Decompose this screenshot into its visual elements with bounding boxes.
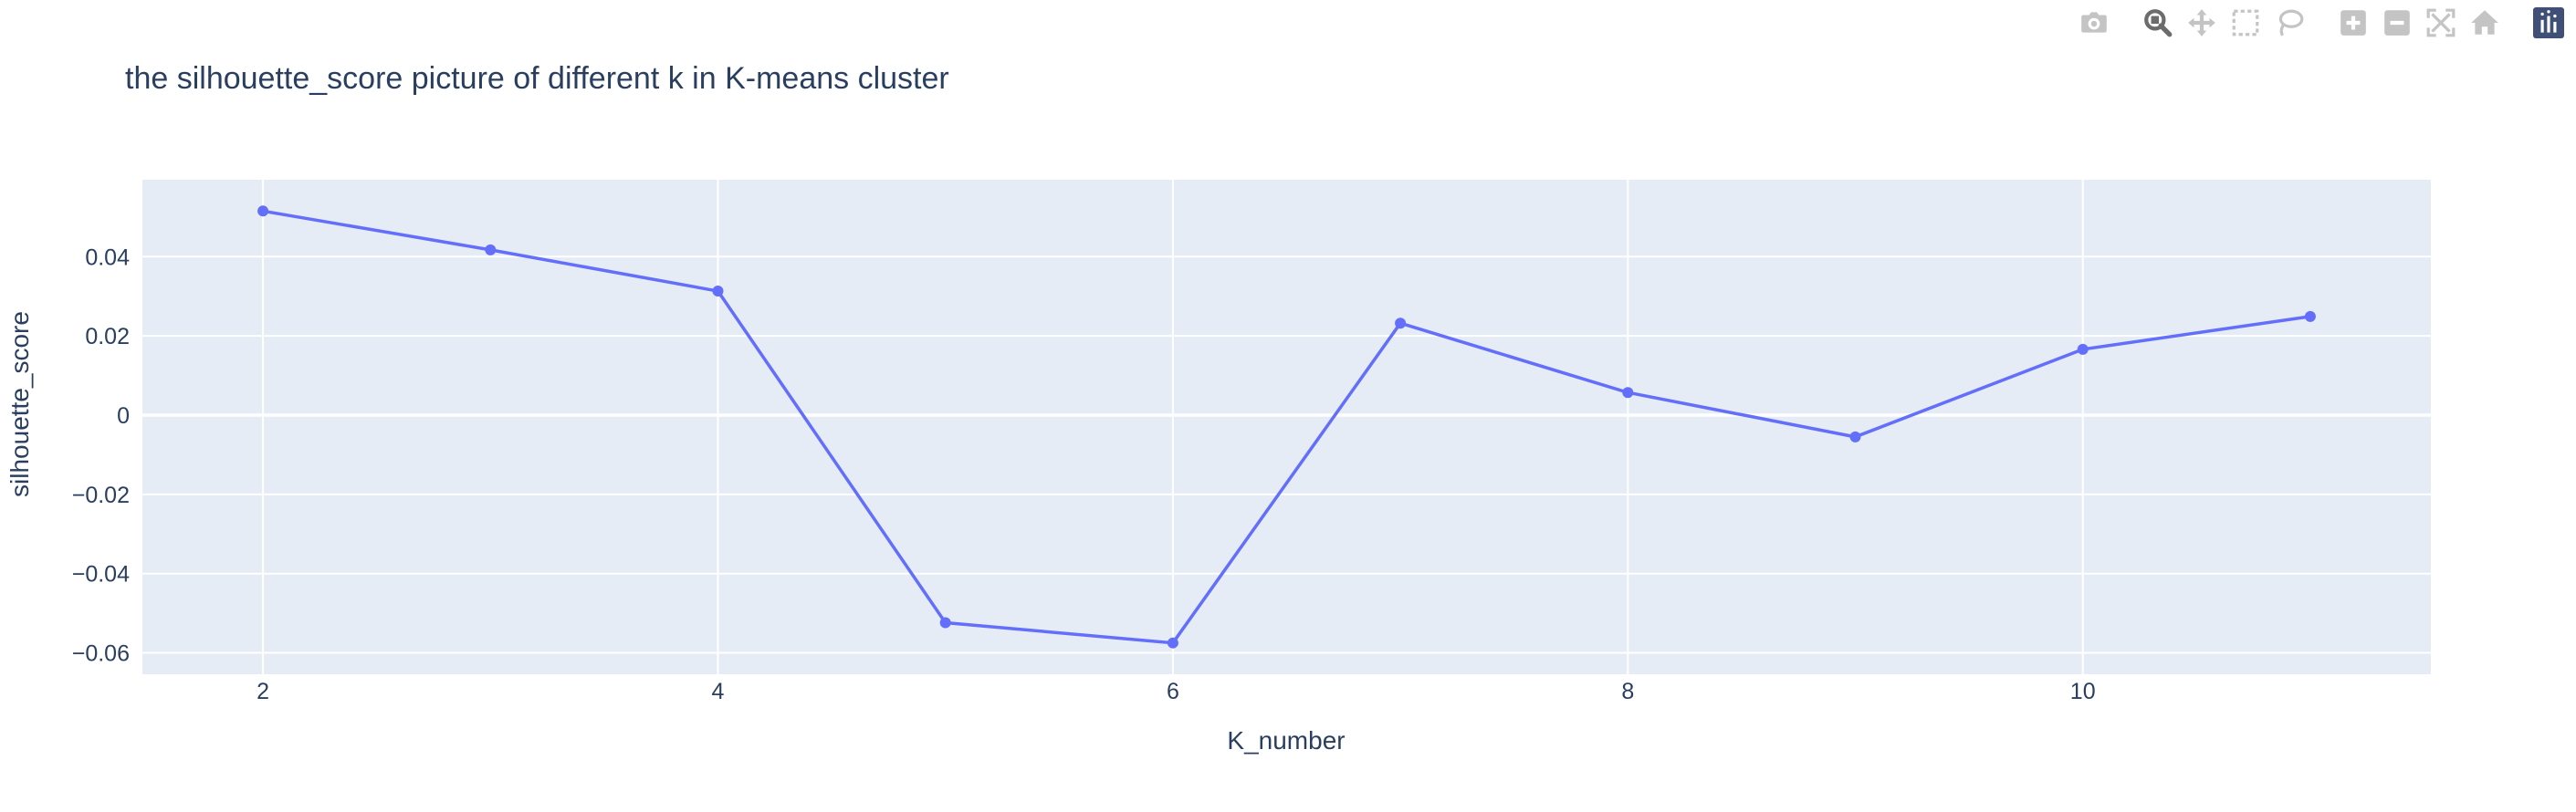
data-point[interactable] <box>2304 310 2316 322</box>
data-point[interactable] <box>485 244 497 255</box>
data-point[interactable] <box>1849 431 1861 442</box>
modebar-group-export <box>2072 4 2116 42</box>
pan-icon[interactable] <box>2180 4 2224 42</box>
box-select-icon[interactable] <box>2224 4 2267 42</box>
y-tick-labels: 0.04 0.02 0 −0.02 −0.04 −0.06 <box>72 245 130 666</box>
y-tick-label: −0.04 <box>72 562 130 588</box>
data-point[interactable] <box>2077 343 2089 355</box>
modebar-group-zoom <box>2331 4 2507 42</box>
y-tick-label: −0.06 <box>72 641 130 667</box>
data-point[interactable] <box>939 617 951 629</box>
y-tick-label: −0.02 <box>72 483 130 508</box>
x-tick-labels: 2 4 6 8 10 <box>257 679 2095 704</box>
y-tick-label: 0.04 <box>85 245 130 270</box>
plotly-logo-icon[interactable] <box>2527 4 2571 42</box>
x-tick-label: 6 <box>1167 679 1179 704</box>
data-point[interactable] <box>712 286 724 297</box>
chart-title: the silhouette_score picture of differen… <box>125 61 949 96</box>
data-points <box>257 205 2316 649</box>
series-line <box>262 209 2311 645</box>
y-axis-title: silhouette_score <box>5 311 34 497</box>
plot-area[interactable] <box>142 180 2431 674</box>
lasso-icon[interactable] <box>2267 4 2311 42</box>
zoom-out-icon[interactable] <box>2375 4 2419 42</box>
zoom-icon[interactable] <box>2136 4 2180 42</box>
x-tick-label: 4 <box>712 679 725 704</box>
x-axis-title: K_number <box>1227 726 1345 755</box>
y-tick-label: 0 <box>117 403 130 429</box>
zoom-in-icon[interactable] <box>2331 4 2375 42</box>
data-point[interactable] <box>1622 387 1634 399</box>
autoscale-icon[interactable] <box>2419 4 2463 42</box>
x-tick-label: 10 <box>2070 679 2096 704</box>
data-point[interactable] <box>257 205 269 217</box>
data-point[interactable] <box>1167 637 1178 649</box>
data-point[interactable] <box>1395 318 1407 329</box>
x-tick-label: 8 <box>1621 679 1634 704</box>
modebar-group-select <box>2136 4 2311 42</box>
camera-icon[interactable] <box>2072 4 2116 42</box>
reset-axes-icon[interactable] <box>2463 4 2507 42</box>
modebar <box>2052 4 2571 42</box>
modebar-group-logo <box>2527 4 2571 42</box>
y-tick-label: 0.02 <box>85 324 130 349</box>
x-tick-label: 2 <box>257 679 269 704</box>
